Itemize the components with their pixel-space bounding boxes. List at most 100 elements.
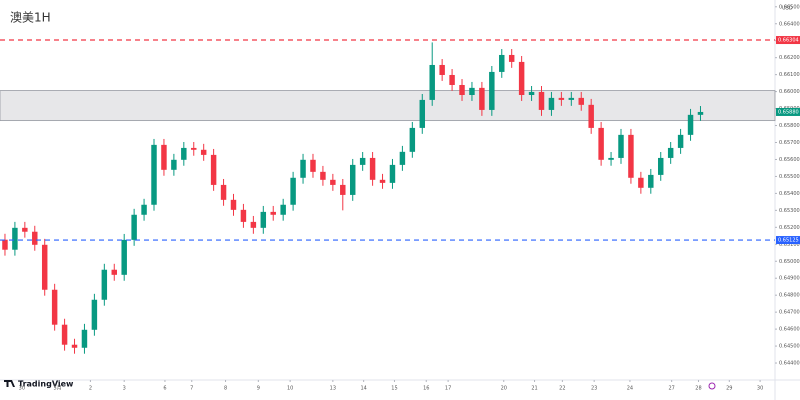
x-tick-label: 6	[163, 386, 166, 392]
candle-body	[32, 231, 38, 245]
candle-body	[658, 157, 664, 175]
candle-body	[349, 164, 356, 195]
level-badge	[776, 236, 800, 245]
candle-body	[250, 221, 257, 228]
candle-body	[340, 184, 346, 195]
candle-body	[618, 134, 624, 158]
y-tick-label: 0.64600	[779, 327, 800, 333]
y-tick-label: 0.66200	[779, 55, 800, 61]
x-tick-label: 20	[501, 386, 507, 392]
candle-body	[558, 97, 565, 100]
x-tick-label: 15	[391, 386, 397, 392]
candle-body	[399, 151, 406, 165]
y-tick-label: 0.65400	[779, 191, 800, 197]
x-tick-label: 30	[19, 386, 25, 392]
y-tick-label: 0.65800	[779, 123, 800, 129]
candle-body	[12, 227, 18, 250]
candle-body	[141, 204, 147, 215]
candle-body	[499, 54, 505, 72]
candle-body	[230, 199, 237, 210]
candle-body	[330, 179, 336, 185]
candle-body	[91, 299, 98, 330]
x-tick-label: 2	[89, 386, 92, 392]
candle-body	[151, 144, 157, 205]
candle-body	[508, 54, 515, 62]
x-tick-label: 23	[591, 386, 597, 392]
candle-body	[389, 164, 396, 183]
candle-body	[469, 87, 475, 95]
chart-title: 澳美1H	[10, 11, 51, 25]
x-tick-label: 14	[360, 386, 366, 392]
candle-body	[121, 239, 127, 275]
x-tick-label: 27	[668, 386, 674, 392]
x-tick-label: 7	[190, 386, 193, 392]
candle-body	[210, 154, 217, 185]
candle-body	[538, 91, 545, 110]
y-tick-label: 0.64900	[779, 276, 800, 282]
x-tick-label: 22	[559, 386, 565, 392]
candle-body	[638, 177, 644, 188]
x-tick-label: 8	[224, 386, 227, 392]
candle-body	[71, 344, 78, 348]
y-tick-label: 0.66400	[779, 21, 800, 27]
candle-body	[489, 71, 495, 110]
last-price-label: 0.65880	[778, 109, 799, 115]
candle-body	[171, 159, 177, 170]
candle-body	[240, 209, 247, 222]
candle-body	[41, 244, 48, 290]
candle-body	[280, 204, 286, 215]
candle-body	[648, 174, 654, 188]
candle-body	[449, 74, 455, 85]
candle-body	[598, 127, 604, 160]
y-tick-label: 0.66000	[779, 89, 800, 95]
candle-body	[479, 87, 485, 110]
candle-body	[677, 134, 684, 148]
y-tick-label: 0.65600	[779, 157, 800, 163]
candle-body	[628, 134, 634, 178]
grid	[21, 6, 777, 382]
level-label: 0.66304	[778, 38, 799, 44]
y-tick-label: 0.65500	[779, 174, 800, 180]
candle-body	[310, 159, 316, 172]
candle-body	[61, 324, 68, 345]
candle-body	[191, 147, 197, 150]
candle-body	[51, 289, 58, 325]
candle-body	[81, 329, 88, 348]
y-tick-label: 0.65700	[779, 140, 800, 146]
y-tick-label: 0.64500	[779, 344, 800, 350]
candle-body	[2, 239, 8, 250]
x-tick-label: 13	[330, 386, 336, 392]
y-tick-label: 0.65100	[779, 242, 800, 248]
candle-body	[568, 97, 575, 100]
y-tick-label: 0.65300	[779, 208, 800, 214]
candle-body	[369, 157, 376, 180]
x-tick-label: 16	[423, 386, 429, 392]
event-icon[interactable]	[708, 382, 716, 390]
candle-body	[379, 179, 386, 183]
candle-body	[200, 149, 207, 155]
candle-body	[548, 97, 555, 110]
candle-body	[359, 157, 366, 165]
x-tick-label: 10	[287, 386, 293, 392]
y-tick-label: 0.66500	[779, 4, 800, 10]
candle-body	[270, 211, 276, 215]
candle-body	[300, 159, 306, 178]
y-tick-label: 0.64700	[779, 310, 800, 316]
candle-body	[518, 61, 525, 95]
zone	[0, 90, 776, 122]
x-tick-label: 9	[257, 386, 260, 392]
candle-body	[131, 214, 137, 240]
candle-body	[419, 99, 426, 128]
plot	[0, 39, 776, 354]
brand-logo: TradingView	[4, 380, 74, 389]
candle-body	[220, 184, 227, 200]
candle-body	[429, 64, 435, 100]
level-label: 0.65125	[778, 238, 799, 244]
y-tick-label: 0.65000	[779, 259, 800, 265]
candle-body	[439, 64, 445, 75]
y-tick-label: 0.64800	[779, 293, 800, 299]
candle-body	[588, 104, 594, 128]
candle-body	[409, 127, 416, 152]
candle-body	[608, 157, 614, 160]
